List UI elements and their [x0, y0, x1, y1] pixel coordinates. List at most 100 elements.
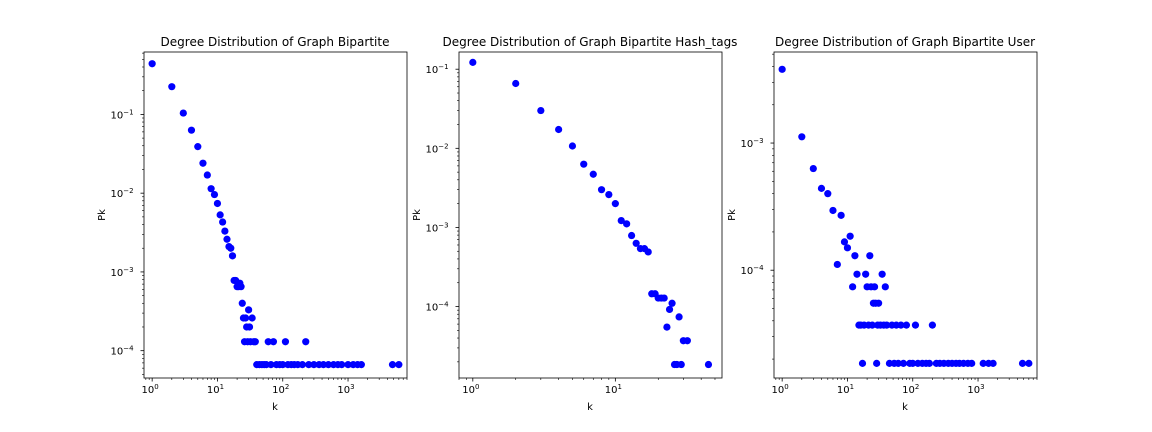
- data-point: [704, 360, 713, 369]
- data-point: [837, 211, 845, 219]
- data-point: [894, 359, 902, 367]
- data-point: [269, 338, 278, 346]
- data-point: [305, 361, 313, 369]
- data-point: [216, 211, 224, 219]
- data-point: [843, 244, 852, 252]
- data-point: [245, 323, 254, 331]
- x-tick-label: 103: [967, 383, 984, 396]
- chart-title: Degree Distribution of Graph Bipartite U…: [775, 35, 1035, 49]
- data-point: [223, 235, 231, 243]
- x-tick-label: 101: [207, 383, 224, 396]
- data-point: [840, 238, 849, 246]
- data-point: [338, 361, 346, 369]
- data-point: [853, 270, 861, 278]
- data-point: [833, 260, 841, 269]
- y-axis-label: Pk: [97, 209, 108, 221]
- data-point: [911, 321, 920, 329]
- data-point: [148, 60, 156, 68]
- data-point: [279, 361, 287, 369]
- data-point: [677, 360, 685, 369]
- data-point: [237, 283, 245, 291]
- data-point: [238, 299, 246, 307]
- data-point: [878, 270, 886, 278]
- data-point: [357, 361, 365, 369]
- data-point: [925, 359, 934, 367]
- y-tick-label: 10−1: [110, 108, 133, 121]
- data-point: [665, 305, 674, 314]
- data-point: [875, 299, 883, 307]
- chart-title: Degree Distribution of Graph Bipartite H…: [443, 35, 738, 49]
- chart-panel-bipartite-hash-tags: Degree Distribution of Graph Bipartite H…: [412, 35, 737, 413]
- x-tick-label: 100: [772, 383, 789, 396]
- data-point: [881, 283, 889, 291]
- data-point: [989, 359, 997, 367]
- data-point: [928, 321, 936, 329]
- data-point: [248, 314, 256, 322]
- y-tick-label: 10−4: [425, 301, 449, 314]
- data-point: [897, 321, 905, 329]
- data-point: [683, 337, 691, 345]
- data-point: [203, 171, 211, 179]
- data-point: [851, 252, 859, 260]
- data-point: [512, 79, 520, 88]
- x-axis-label: k: [902, 402, 908, 413]
- y-tick-label: 10−1: [425, 63, 448, 76]
- data-point: [221, 227, 229, 235]
- data-point: [589, 170, 597, 178]
- chart-panel-bipartite: Degree Distribution of Graph Bipartite k…: [97, 35, 408, 413]
- y-tick-label: 10−3: [740, 137, 763, 150]
- data-point: [1018, 359, 1027, 367]
- axes-frame: [773, 51, 1038, 379]
- data-point: [324, 361, 332, 369]
- data-point: [264, 338, 272, 346]
- data-point: [798, 133, 806, 141]
- x-tick-label: 102: [272, 383, 289, 396]
- data-point: [302, 338, 310, 346]
- y-tick-label: 10−3: [425, 221, 448, 234]
- data-point: [187, 126, 196, 134]
- y-tick-label: 10−4: [740, 264, 764, 277]
- data-point: [210, 190, 219, 199]
- data-point: [829, 206, 837, 215]
- data-point: [817, 184, 826, 192]
- x-tick-label: 103: [337, 383, 354, 396]
- y-axis-label: Pk: [412, 209, 423, 221]
- data-point: [605, 191, 613, 199]
- y-tick-label: 10−2: [110, 187, 133, 200]
- data-point: [298, 361, 306, 369]
- data-point: [611, 200, 619, 208]
- chart-title: Degree Distribution of Graph Bipartite: [161, 35, 390, 49]
- y-tick-label: 10−2: [425, 142, 448, 155]
- data-point: [281, 338, 290, 346]
- y-axis-label: Pk: [727, 209, 738, 221]
- axes-frame: [143, 51, 408, 379]
- data-point: [675, 313, 683, 321]
- data-point: [213, 199, 222, 208]
- data-point: [228, 252, 237, 260]
- data-point: [199, 159, 207, 167]
- data-point: [1025, 359, 1033, 367]
- x-tick-label: 101: [837, 383, 854, 396]
- data-point: [537, 106, 545, 115]
- data-point: [219, 218, 227, 226]
- data-point: [909, 359, 917, 367]
- data-point: [267, 361, 275, 369]
- data-point: [873, 359, 881, 367]
- x-tick-label: 102: [902, 383, 919, 396]
- y-tick-label: 10−3: [110, 266, 133, 279]
- data-point: [668, 299, 676, 307]
- data-point: [809, 164, 817, 173]
- data-point: [870, 283, 879, 291]
- data-point: [902, 321, 911, 329]
- data-point: [660, 294, 668, 302]
- x-axis-label: k: [587, 402, 593, 413]
- chart-panel-bipartite-user: Degree Distribution of Graph Bipartite U…: [727, 35, 1038, 413]
- data-point: [242, 314, 250, 322]
- data-point: [395, 361, 403, 369]
- data-point: [979, 359, 987, 367]
- data-point: [227, 244, 235, 252]
- data-point: [778, 65, 786, 73]
- x-axis-label: k: [272, 402, 278, 413]
